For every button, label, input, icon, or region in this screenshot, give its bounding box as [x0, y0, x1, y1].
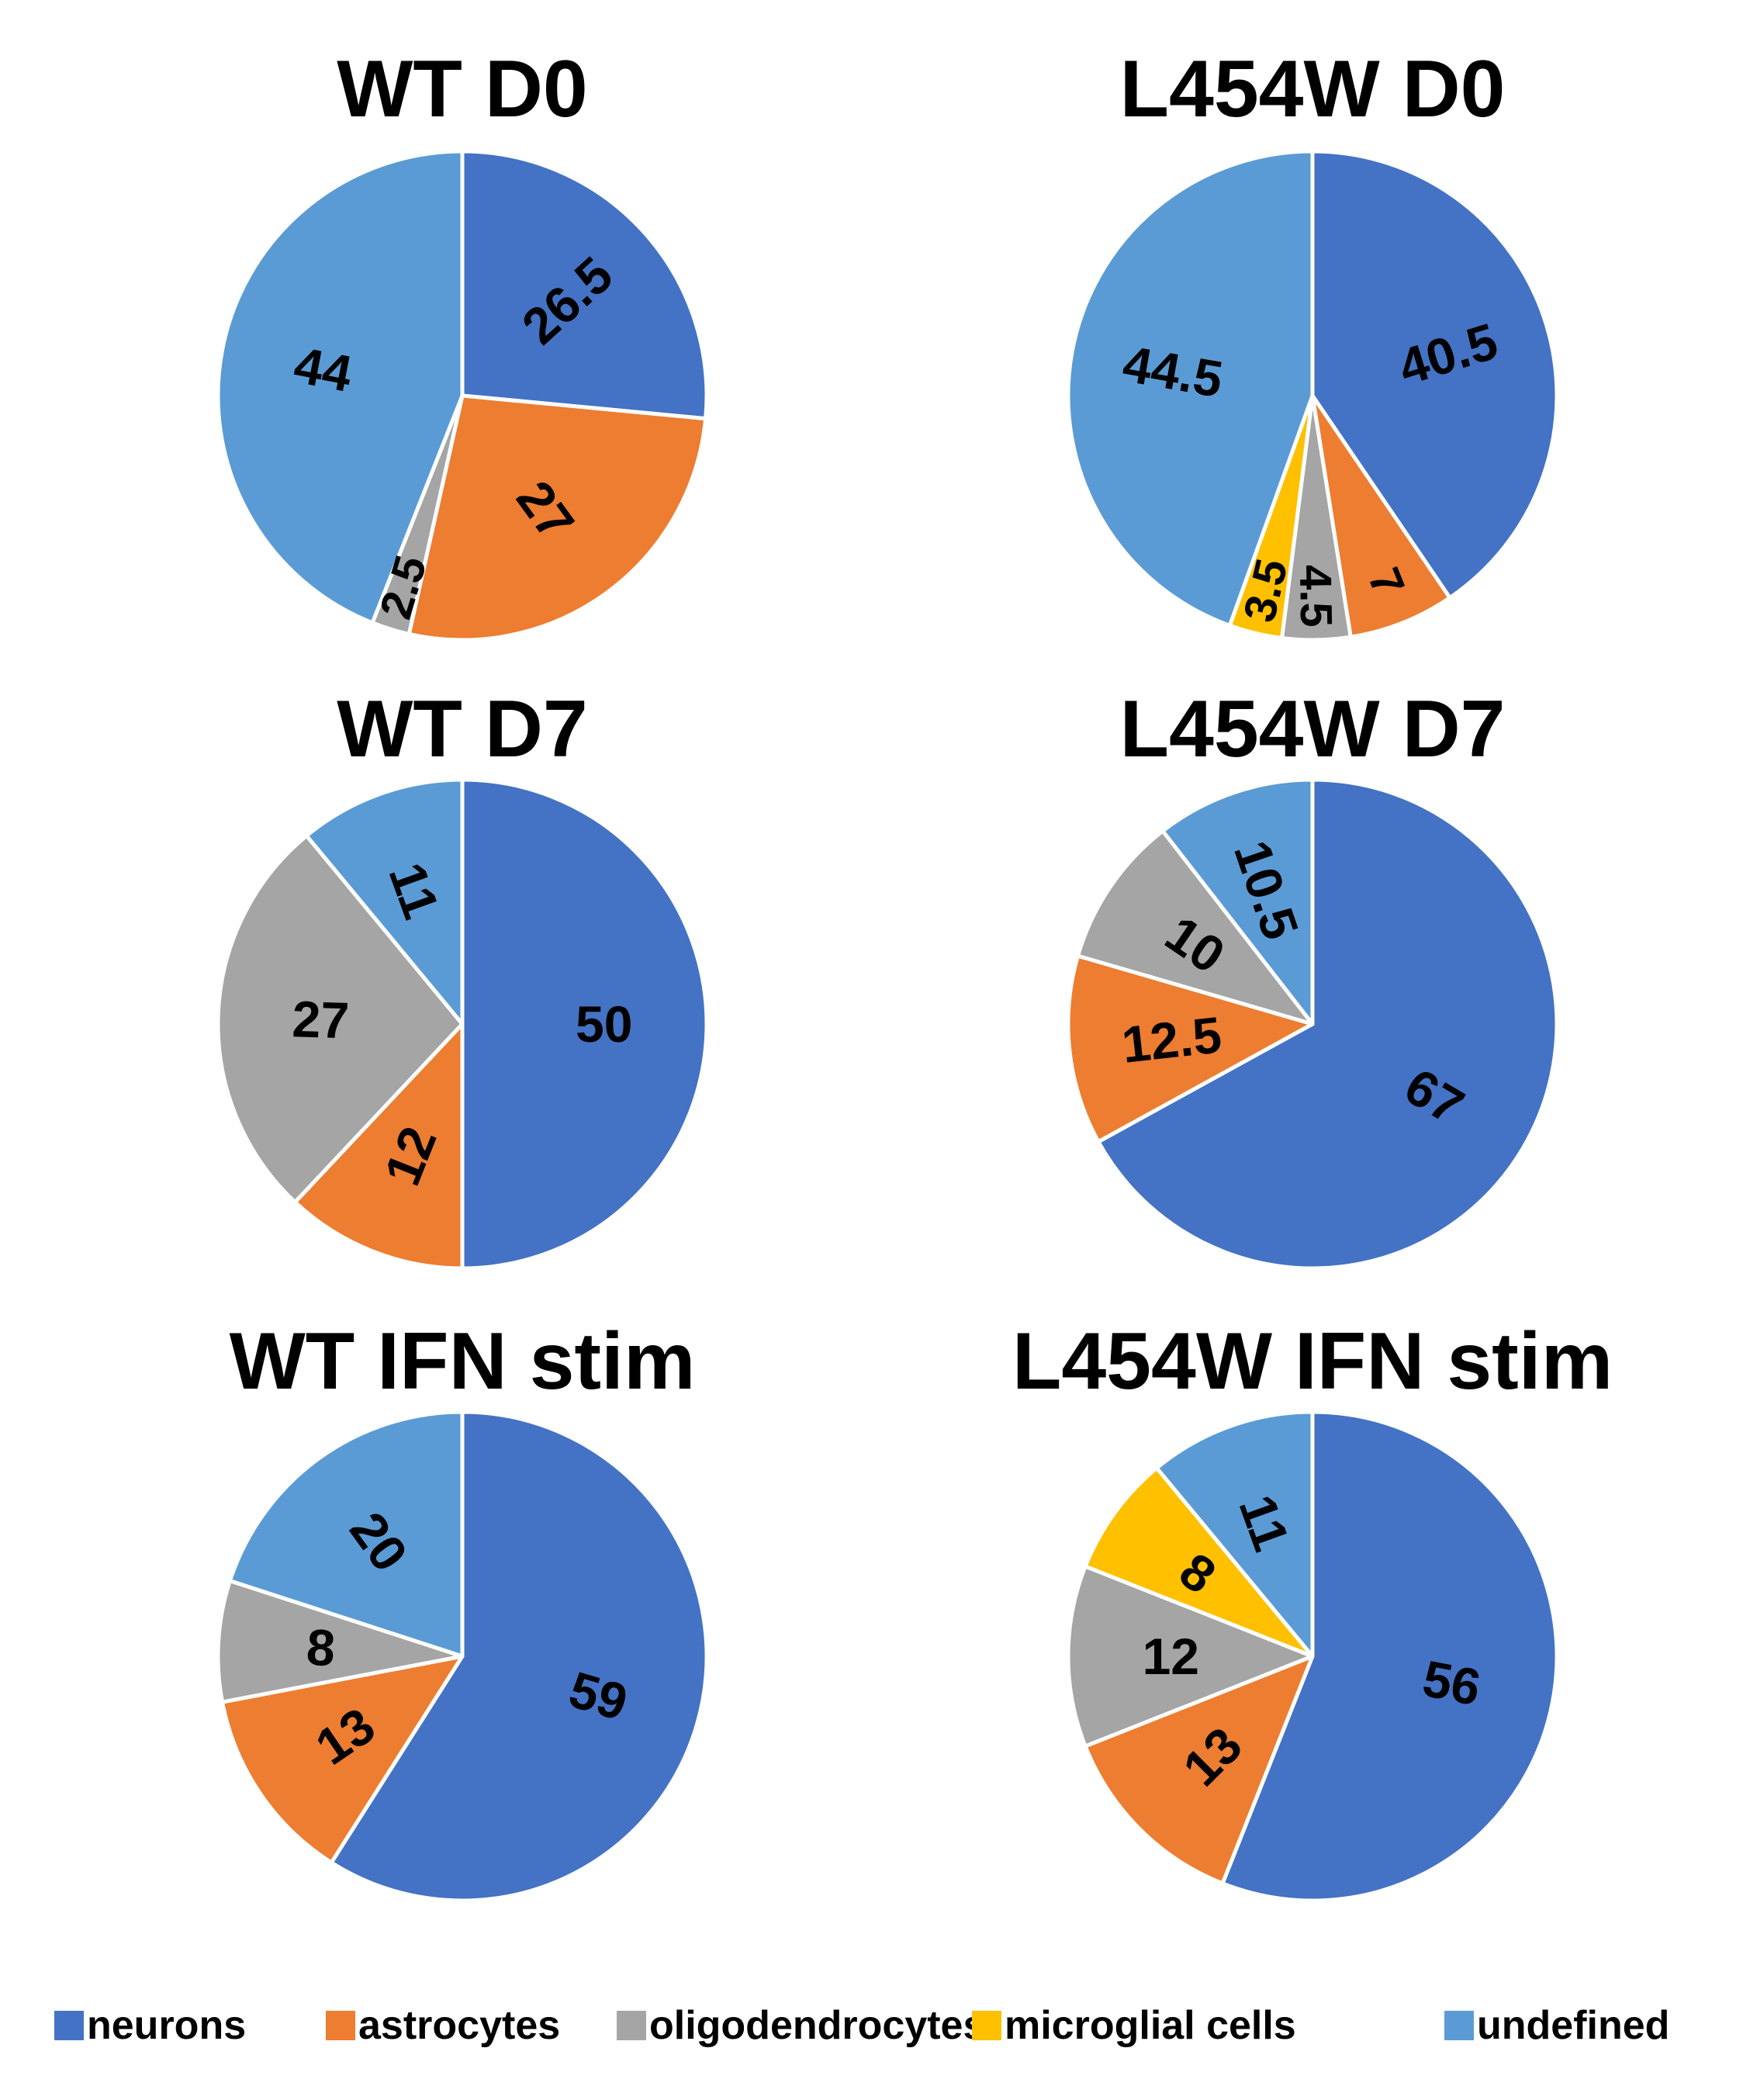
slice-oligodendrocytes: [216, 833, 465, 1205]
slice-astrocytes: [1083, 1654, 1315, 1886]
slice-oligodendrocytes: [1066, 1564, 1315, 1749]
slice-undefined: [1154, 1410, 1315, 1659]
legend: neurons astrocytes oligodendrocytes microgl…: [54, 2003, 1669, 2048]
slice-label-neurons: 50: [576, 995, 632, 1053]
slice-undefined: [227, 1410, 465, 1659]
chart-title: L454W IFN stim: [1012, 1316, 1613, 1406]
legend-label: microglial cells: [1005, 2003, 1296, 2048]
legend-item-astrocytes: astrocytes: [326, 2003, 560, 2048]
chart-title: WT IFN stim: [230, 1316, 696, 1406]
slice-label-oligodendrocytes: 8: [305, 1617, 337, 1676]
legend-label: undefined: [1477, 2003, 1669, 2048]
slice-undefined: [216, 149, 465, 625]
slice-neurons: [460, 777, 709, 1271]
slice-astrocytes: [1066, 953, 1315, 1144]
slice-neurons: [1310, 149, 1559, 600]
chart-title: WT D0: [337, 44, 588, 134]
legend-item-oligodendrocytes: oligodendrocytes: [617, 2003, 985, 2048]
legend-label: astrocytes: [358, 2003, 560, 2048]
legend-item-neurons: neurons: [54, 2003, 246, 2048]
slice-neurons: [1220, 1410, 1559, 1903]
legend-swatch: [54, 2011, 84, 2040]
chart-title: L454W D7: [1119, 684, 1505, 774]
slice-undefined: [304, 777, 465, 1026]
slice-neurons: [329, 1410, 709, 1903]
slice-oligodendrocytes: [1076, 829, 1315, 1026]
slice-astrocytes: [406, 393, 708, 642]
legend-label: oligodendrocytes: [649, 2003, 985, 2048]
slice-microglial-cells: [1083, 1465, 1315, 1659]
slice-astrocytes: [220, 1654, 465, 1865]
legend-item-microglial-cells: microglial cells: [972, 2003, 1296, 2048]
chart-title: WT D7: [337, 684, 588, 774]
slice-astrocytes: [1310, 393, 1452, 639]
slice-label-oligodendrocytes: 4.5: [1290, 564, 1341, 628]
slice-neurons: [460, 149, 709, 421]
slice-neurons: [1096, 777, 1559, 1271]
slice-label-oligodendrocytes: 27: [292, 990, 351, 1049]
legend-label: neurons: [87, 2003, 246, 2048]
legend-item-undefined: undefined: [1444, 2003, 1669, 2048]
slice-astrocytes: [292, 1022, 465, 1271]
legend-swatch: [1444, 2011, 1474, 2040]
slice-label-oligodendrocytes: 12: [1143, 1628, 1199, 1685]
slice-oligodendrocytes: [216, 1579, 465, 1704]
legend-swatch: [972, 2011, 1001, 2040]
slice-label-neurons: 56: [1418, 1649, 1485, 1716]
legend-swatch: [326, 2011, 355, 2040]
slice-label-undefined: 44: [290, 336, 357, 403]
legend-swatch: [617, 2011, 646, 2040]
chart-title: L454W D0: [1119, 44, 1505, 134]
slice-undefined: [1160, 777, 1315, 1026]
slice-label-astrocytes: 12.5: [1119, 1005, 1224, 1074]
slice-undefined: [1066, 149, 1315, 628]
